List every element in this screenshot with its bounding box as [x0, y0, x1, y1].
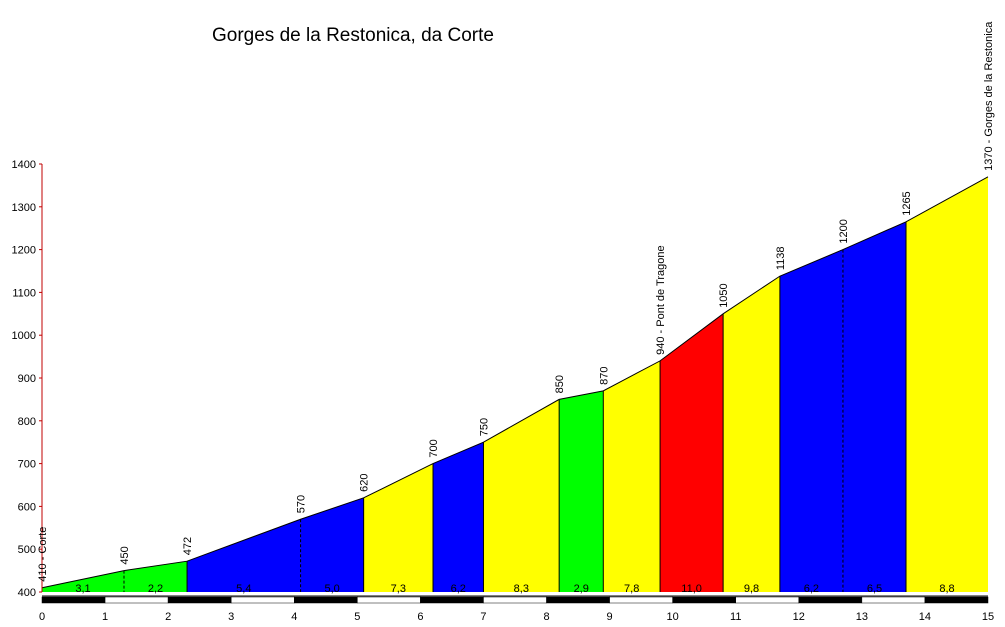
distance-bar-block — [483, 596, 547, 604]
gradient-label: 11,0 — [681, 583, 702, 595]
distance-bar-block — [41, 596, 106, 604]
elevation-label: 1370 - Gorges de la Restonica — [983, 21, 995, 171]
elevation-label: 1138 — [775, 246, 787, 270]
gradient-segment — [906, 176, 988, 592]
gradient-segment — [842, 221, 907, 592]
elevation-label: 472 — [182, 537, 194, 555]
elevation-label: 750 — [478, 418, 490, 436]
x-tick-label: 5 — [354, 611, 360, 623]
y-tick-label: 500 — [18, 544, 36, 556]
distance-bar-block — [735, 596, 800, 604]
distance-bar-block — [924, 596, 989, 604]
distance-scale-bar — [41, 596, 989, 604]
y-tick-label: 600 — [18, 501, 36, 513]
gradient-segment — [42, 570, 124, 592]
elevation-label: 570 — [296, 495, 308, 513]
x-tick-label: 0 — [39, 611, 45, 623]
gradient-label: 7,8 — [624, 583, 639, 595]
distance-bar-block — [609, 596, 673, 604]
gradient-segment — [660, 313, 724, 592]
gradient-label: 6,2 — [451, 583, 466, 595]
gradient-segment — [779, 249, 843, 592]
gradient-label: 8,3 — [514, 583, 529, 595]
x-tick-label: 9 — [607, 611, 613, 623]
gradient-label: 6,2 — [804, 583, 819, 595]
distance-bar-block — [861, 596, 926, 604]
gradient-label: 3,1 — [75, 583, 90, 595]
distance-bar-block — [798, 596, 863, 604]
x-tick-label: 13 — [856, 611, 868, 623]
distance-bar-block — [357, 596, 421, 604]
y-tick-label: 900 — [18, 373, 36, 385]
y-tick-label: 400 — [18, 587, 36, 599]
gradient-label: 7,3 — [391, 583, 406, 595]
elevation-label: 870 — [598, 366, 610, 384]
x-tick-label: 15 — [982, 611, 994, 623]
y-tick-label: 700 — [18, 459, 36, 471]
axes: 400 500 600 700 800 900 1000 1100 1200 1300 1400 0 1… — [12, 159, 995, 623]
y-tick-label: 1100 — [12, 287, 36, 299]
gradient-segments — [42, 176, 988, 592]
chart-title: Gorges de la Restonica, da Corte — [212, 25, 494, 46]
x-tick-label: 3 — [228, 611, 234, 623]
distance-bar-block — [167, 596, 232, 604]
y-tick-label: 1400 — [12, 159, 36, 171]
elevation-label: 410 - Corte — [37, 527, 49, 582]
gradient-segment — [363, 463, 434, 592]
gradient-label: 5,0 — [324, 583, 339, 595]
x-tick-label: 10 — [667, 611, 679, 623]
elevation-label: 940 - Pont de Tragone — [655, 245, 667, 354]
elevation-label: 700 — [428, 439, 440, 457]
x-tick-label: 6 — [417, 611, 423, 623]
y-tick-label: 1300 — [12, 202, 36, 214]
x-tick-label: 7 — [480, 611, 486, 623]
gradient-label: 2,9 — [574, 583, 589, 595]
gradient-label: 6,5 — [867, 583, 882, 595]
gradient-segment — [559, 390, 604, 592]
gradient-label: 2,2 — [148, 583, 163, 595]
y-tick-label: 800 — [18, 416, 36, 428]
elevation-label: 850 — [554, 375, 566, 393]
x-tick-label: 12 — [793, 611, 805, 623]
x-tick-label: 14 — [919, 611, 931, 623]
distance-bar-block — [294, 596, 358, 604]
distance-bar-block — [230, 596, 295, 604]
x-tick-label: 1 — [102, 611, 108, 623]
elevation-label: 1265 — [901, 191, 913, 215]
distance-bar-block — [546, 596, 610, 604]
elevation-label: 450 — [119, 546, 131, 564]
profile-outline — [41, 176, 989, 592]
elevation-labels: 410 - Corte 450 472 570 620 700 750 850 870 940 -… — [37, 21, 995, 582]
gradient-segment — [483, 399, 560, 592]
x-tick-label: 4 — [291, 611, 297, 623]
gradient-segment — [187, 519, 301, 592]
gradient-segment — [433, 442, 484, 592]
y-tick-label: 1000 — [12, 330, 36, 342]
elevation-label: 1050 — [718, 283, 730, 307]
gradient-label: 9,8 — [744, 583, 759, 595]
elevation-label: 1200 — [838, 219, 850, 243]
gradient-segment — [123, 561, 188, 592]
distance-bar-block — [420, 596, 484, 604]
gradient-segment — [723, 276, 780, 592]
x-tick-label: 2 — [165, 611, 171, 623]
gradient-label: 8,8 — [939, 583, 954, 595]
x-tick-label: 11 — [730, 611, 741, 623]
gradient-label: 5,4 — [236, 583, 251, 595]
gradient-segment — [300, 497, 364, 592]
distance-bar-block — [104, 596, 169, 604]
elevation-label: 620 — [359, 473, 371, 491]
y-tick-label: 1200 — [12, 245, 36, 257]
gradient-labels: 3,1 2,2 5,4 5,0 7,3 6,2 8,3 2,9 7,8 11,0 9,8 6,2 6,5… — [75, 583, 954, 595]
gradient-segment — [603, 360, 661, 592]
x-tick-label: 8 — [543, 611, 549, 623]
distance-bar-block — [672, 596, 736, 604]
